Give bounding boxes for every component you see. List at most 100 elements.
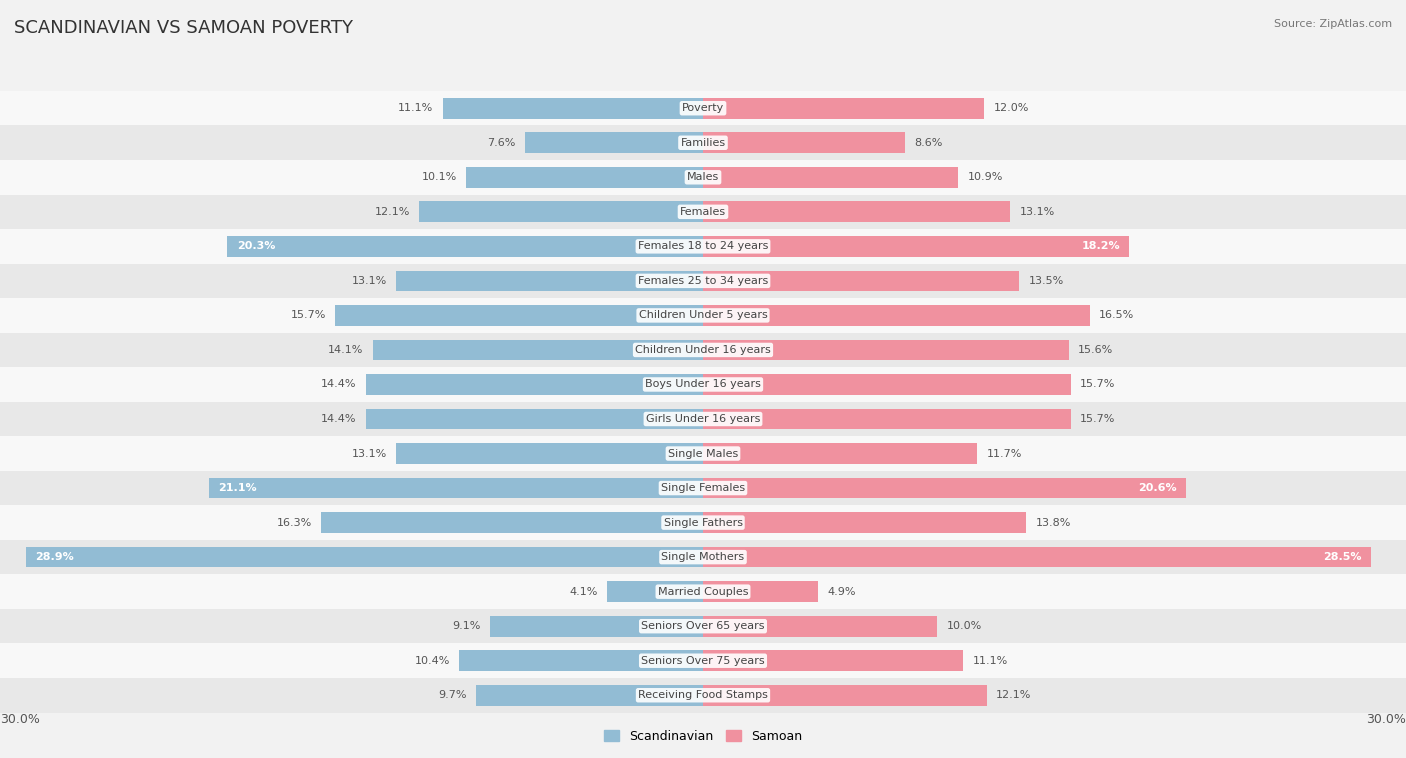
Bar — [0, 367, 1406, 402]
Bar — [0, 471, 1406, 506]
Text: 11.1%: 11.1% — [398, 103, 433, 113]
Bar — [703, 98, 984, 118]
Bar — [396, 271, 703, 291]
Text: 15.6%: 15.6% — [1078, 345, 1114, 355]
Text: 21.1%: 21.1% — [218, 483, 256, 493]
Bar — [703, 615, 938, 637]
Bar — [0, 609, 1406, 644]
Bar — [0, 437, 1406, 471]
Text: 12.1%: 12.1% — [995, 691, 1031, 700]
Text: 9.7%: 9.7% — [437, 691, 467, 700]
Text: 10.1%: 10.1% — [422, 172, 457, 182]
Text: 4.9%: 4.9% — [827, 587, 856, 597]
Bar — [703, 133, 904, 153]
Bar — [25, 547, 703, 568]
Text: 8.6%: 8.6% — [914, 138, 942, 148]
Legend: Scandinavian, Samoan: Scandinavian, Samoan — [599, 725, 807, 748]
Bar — [475, 685, 703, 706]
Text: 13.1%: 13.1% — [352, 449, 387, 459]
Bar — [607, 581, 703, 602]
Bar — [703, 374, 1071, 395]
Text: 14.1%: 14.1% — [328, 345, 363, 355]
Text: 13.1%: 13.1% — [1019, 207, 1054, 217]
Text: 10.9%: 10.9% — [967, 172, 1002, 182]
Text: 14.4%: 14.4% — [321, 414, 356, 424]
Text: 30.0%: 30.0% — [0, 713, 39, 725]
Bar — [0, 91, 1406, 126]
Bar — [0, 264, 1406, 298]
Text: 18.2%: 18.2% — [1081, 241, 1121, 252]
Bar — [0, 333, 1406, 367]
Bar — [0, 402, 1406, 437]
Bar — [703, 443, 977, 464]
Text: 20.6%: 20.6% — [1137, 483, 1177, 493]
Text: 9.1%: 9.1% — [451, 622, 481, 631]
Text: Married Couples: Married Couples — [658, 587, 748, 597]
Text: Source: ZipAtlas.com: Source: ZipAtlas.com — [1274, 19, 1392, 29]
Bar — [321, 512, 703, 533]
Text: 12.0%: 12.0% — [994, 103, 1029, 113]
Bar — [703, 340, 1069, 360]
Text: 28.5%: 28.5% — [1323, 552, 1361, 562]
Text: 4.1%: 4.1% — [569, 587, 598, 597]
Text: SCANDINAVIAN VS SAMOAN POVERTY: SCANDINAVIAN VS SAMOAN POVERTY — [14, 19, 353, 37]
Text: 13.8%: 13.8% — [1036, 518, 1071, 528]
Bar — [443, 98, 703, 118]
Text: 16.5%: 16.5% — [1099, 311, 1135, 321]
Bar — [0, 126, 1406, 160]
Text: 7.6%: 7.6% — [486, 138, 516, 148]
Text: Single Fathers: Single Fathers — [664, 518, 742, 528]
Text: 15.7%: 15.7% — [1080, 414, 1115, 424]
Bar — [0, 575, 1406, 609]
Bar — [703, 271, 1019, 291]
Text: Single Males: Single Males — [668, 449, 738, 459]
Bar — [373, 340, 703, 360]
Text: 15.7%: 15.7% — [1080, 380, 1115, 390]
Bar — [0, 160, 1406, 195]
Text: 16.3%: 16.3% — [277, 518, 312, 528]
Text: 20.3%: 20.3% — [236, 241, 276, 252]
Bar — [703, 650, 963, 671]
Bar — [0, 229, 1406, 264]
Text: 10.4%: 10.4% — [415, 656, 450, 666]
Text: Boys Under 16 years: Boys Under 16 years — [645, 380, 761, 390]
Bar — [703, 547, 1371, 568]
Text: Poverty: Poverty — [682, 103, 724, 113]
Text: 15.7%: 15.7% — [291, 311, 326, 321]
Bar — [703, 167, 959, 188]
Text: Males: Males — [688, 172, 718, 182]
Text: Single Females: Single Females — [661, 483, 745, 493]
Text: Children Under 16 years: Children Under 16 years — [636, 345, 770, 355]
Bar — [703, 305, 1090, 326]
Bar — [0, 298, 1406, 333]
Bar — [228, 236, 703, 257]
Text: Seniors Over 65 years: Seniors Over 65 years — [641, 622, 765, 631]
Bar — [0, 678, 1406, 713]
Text: Receiving Food Stamps: Receiving Food Stamps — [638, 691, 768, 700]
Text: Children Under 5 years: Children Under 5 years — [638, 311, 768, 321]
Bar — [703, 236, 1129, 257]
Text: 30.0%: 30.0% — [1367, 713, 1406, 725]
Bar — [366, 409, 703, 429]
Bar — [703, 685, 987, 706]
Bar — [366, 374, 703, 395]
Text: 12.1%: 12.1% — [375, 207, 411, 217]
Text: 13.1%: 13.1% — [352, 276, 387, 286]
Bar — [703, 581, 818, 602]
Bar — [467, 167, 703, 188]
Bar — [0, 506, 1406, 540]
Text: Females 25 to 34 years: Females 25 to 34 years — [638, 276, 768, 286]
Text: Females 18 to 24 years: Females 18 to 24 years — [638, 241, 768, 252]
Text: Single Mothers: Single Mothers — [661, 552, 745, 562]
Bar — [0, 540, 1406, 575]
Bar — [419, 202, 703, 222]
Bar — [703, 478, 1185, 499]
Bar — [460, 650, 703, 671]
Text: Females: Females — [681, 207, 725, 217]
Text: Seniors Over 75 years: Seniors Over 75 years — [641, 656, 765, 666]
Bar — [524, 133, 703, 153]
Text: Families: Families — [681, 138, 725, 148]
Bar — [396, 443, 703, 464]
Bar — [0, 195, 1406, 229]
Bar — [703, 512, 1026, 533]
